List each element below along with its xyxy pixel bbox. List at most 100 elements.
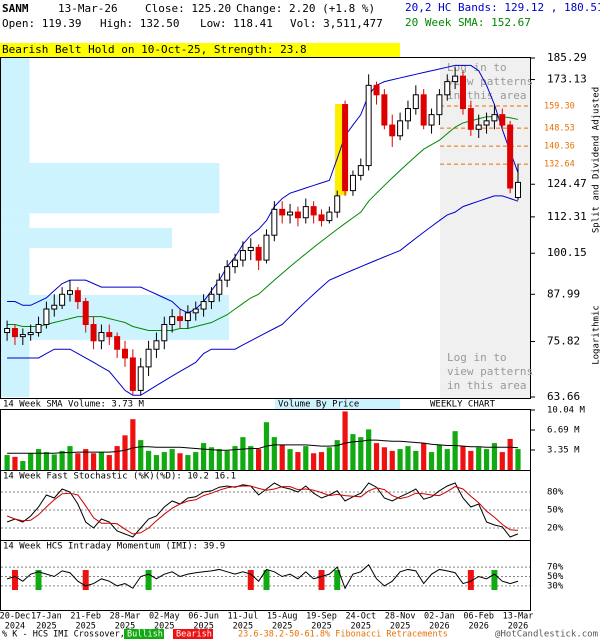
bearish-key [173, 629, 213, 639]
login-notice: in this area [447, 89, 526, 102]
y-tick-label: 112.31 [547, 210, 587, 223]
overlay-line [7, 116, 519, 332]
x-tick-year: 2025 [193, 622, 213, 632]
candle-body [137, 366, 144, 391]
bands-legend: 20,2 HC Bands: 129.12 , 180.51 [405, 1, 600, 14]
x-tick-label: 06-Jun [188, 612, 219, 622]
login-notice: Log in to [447, 61, 507, 74]
volume-bar [271, 437, 277, 470]
volume: Vol: 3,511,477 [290, 17, 383, 30]
imi-panel [0, 540, 531, 611]
candle-body [239, 250, 246, 261]
candle-body [153, 340, 160, 350]
stochastic-title: 14 Week Fast Stochastic (%K)(%D): 10.2 1… [3, 472, 236, 482]
volume-bar [499, 452, 505, 470]
candle-body [43, 308, 50, 326]
candle-body [184, 312, 191, 322]
candle-body [19, 334, 26, 338]
volume-bar [138, 440, 144, 470]
bearish-label: Bearish [176, 630, 212, 640]
imi-tick-label: 30% [547, 581, 564, 591]
candle-body [27, 332, 34, 336]
candle-body [459, 75, 466, 110]
candle-body [255, 246, 262, 261]
candle-body [161, 324, 168, 342]
bullish-label: Bullish [127, 630, 163, 640]
volume-by-price-bar [1, 58, 30, 163]
volume-tick-label: 6.69 M [547, 426, 580, 436]
fib-label: 140.36 [544, 142, 575, 152]
candle-body [302, 206, 309, 219]
sma-legend: 20 Week SMA: 152.67 [405, 16, 531, 29]
candle-body [66, 290, 73, 295]
candle-body [263, 234, 270, 261]
volume-bar [358, 437, 364, 470]
volume-bar [311, 453, 317, 470]
candle-body [287, 211, 294, 216]
candle-body [145, 348, 152, 368]
x-tick-label: 24-Oct [345, 612, 376, 622]
y-axis-label: Split and Dividend Adjusted [592, 87, 600, 233]
x-tick-year: 2025 [154, 622, 174, 632]
volume-bar [507, 438, 513, 470]
volume-bar [444, 449, 450, 470]
candle-body [483, 120, 490, 126]
fib-label: 159.30 [544, 101, 575, 111]
x-tick-year: 2025 [36, 622, 56, 632]
x-tick-year: 2026 [468, 622, 488, 632]
candle-body [74, 290, 81, 303]
x-tick-label: 19-Sep [306, 612, 337, 622]
volume-bar [185, 455, 191, 470]
candle-body [271, 208, 278, 236]
overlay-line [7, 64, 519, 314]
candle-body [499, 114, 506, 126]
volume-title: 14 Week SMA Volume: 3.73 M [3, 400, 144, 410]
volume-bar [201, 443, 207, 470]
candle-body [4, 327, 11, 334]
bullish-key [124, 629, 164, 639]
candle-body [381, 94, 388, 126]
volume-bar [169, 449, 175, 470]
volume-tick-label: 10.04 M [547, 406, 586, 416]
high: High: 132.50 [100, 17, 179, 30]
candle-body [412, 94, 419, 110]
pattern-banner: Bearish Belt Hold on 10-Oct-25, Strength… [2, 43, 307, 56]
volume-bar [413, 450, 419, 470]
x-tick-label: 28-Nov [385, 612, 416, 622]
close: Close: 125.20 [145, 2, 231, 15]
volume-bar [287, 449, 293, 470]
volume-bar [130, 419, 136, 470]
volume-bar [224, 450, 230, 470]
x-tick-year: 2025 [233, 622, 253, 632]
x-tick-label: 17-Jan [31, 612, 62, 622]
volume-by-price-tag-bg [275, 399, 400, 409]
candle-body [373, 84, 380, 96]
fib-label: 132.64 [544, 160, 575, 170]
volume-bar [83, 449, 89, 470]
low: Low: 118.41 [200, 17, 273, 30]
stochastic-line [6, 482, 519, 538]
volume-bar [381, 447, 387, 470]
y-tick-label: 124.47 [547, 177, 587, 190]
x-tick-year: 2025 [390, 622, 410, 632]
volume-bar [515, 449, 521, 470]
locked-region [440, 58, 530, 398]
candle-body [357, 165, 364, 176]
candle-body [169, 316, 176, 326]
x-tick-label: 28-Mar [110, 612, 141, 622]
footer-legend: % K - HCS IMI Crossover, [2, 630, 125, 640]
candle-body [90, 324, 97, 342]
candle-body [349, 174, 356, 192]
candle-body [334, 195, 341, 213]
imi-signal [491, 570, 498, 590]
y-tick-label: 87.99 [547, 287, 580, 300]
volume-bar [436, 444, 442, 470]
candle-body [397, 120, 404, 137]
imi-tick-label: 50% [547, 572, 564, 582]
volume-bar [232, 446, 238, 470]
volume-tick-label: 3.35 M [547, 445, 580, 455]
imi-signal [467, 570, 474, 590]
candle-body [11, 327, 18, 338]
candle-body [365, 84, 372, 167]
